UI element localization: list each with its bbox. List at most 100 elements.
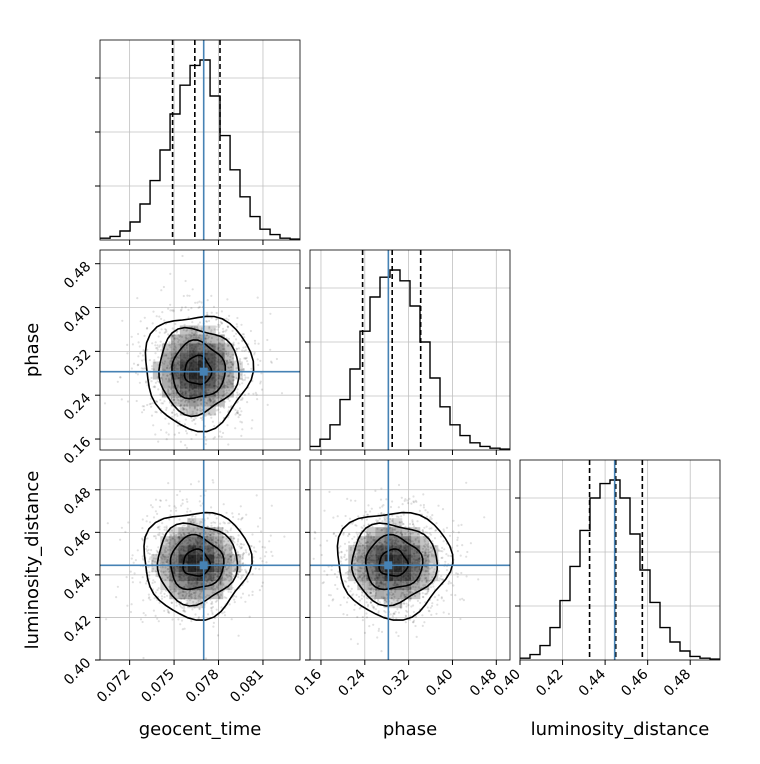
density-cell: [197, 397, 207, 407]
density-cell: [411, 536, 421, 546]
sample-point: [180, 504, 183, 507]
sample-point: [367, 587, 370, 590]
sample-point: [406, 589, 409, 593]
sample-point: [421, 529, 424, 532]
sample-point: [148, 403, 151, 406]
sample-point: [441, 556, 444, 559]
density-cell: [197, 334, 207, 344]
sample-point: [239, 358, 242, 361]
density-cell: [429, 572, 439, 582]
sample-point: [165, 574, 168, 577]
sample-point: [330, 568, 333, 572]
sample-point: [143, 316, 146, 319]
sample-point: [171, 537, 174, 540]
sample-point: [152, 557, 155, 560]
sample-point: [398, 521, 401, 524]
sample-point: [129, 610, 133, 614]
sample-point: [339, 560, 342, 563]
sample-point: [234, 427, 237, 430]
sample-point: [219, 582, 222, 585]
sample-point: [355, 552, 358, 555]
sample-point: [251, 533, 254, 536]
sample-point: [151, 581, 154, 585]
sample-point: [320, 553, 323, 557]
x-tick-label: 0.40: [423, 666, 456, 699]
sample-point: [250, 545, 253, 548]
sample-point: [431, 582, 434, 585]
sample-point: [209, 533, 212, 537]
sample-point: [447, 582, 450, 585]
sample-point: [358, 556, 361, 559]
sample-point: [218, 559, 221, 563]
sample-point: [424, 559, 427, 562]
sample-point: [216, 531, 220, 534]
sample-point: [168, 575, 171, 578]
sample-point: [429, 606, 432, 609]
sample-point: [358, 549, 361, 553]
sample-point: [514, 538, 516, 540]
sample-point: [244, 346, 247, 349]
sample-point: [216, 386, 219, 389]
sample-point: [219, 579, 222, 583]
sample-point: [196, 408, 199, 411]
sample-point: [214, 547, 217, 551]
sample-point: [212, 625, 215, 628]
sample-point: [334, 534, 337, 538]
sample-point: [410, 605, 413, 608]
contour-level: [144, 315, 255, 433]
sample-point: [178, 537, 181, 540]
sample-point: [247, 376, 250, 379]
sample-point: [185, 446, 188, 449]
sample-point: [192, 400, 195, 403]
sample-point: [177, 395, 180, 398]
sample-point: [152, 385, 155, 389]
sample-point: [388, 517, 392, 521]
sample-point: [188, 341, 192, 344]
sample-point: [326, 539, 329, 542]
sample-point: [439, 535, 443, 538]
sample-point: [189, 520, 192, 523]
sample-point: [406, 581, 409, 584]
sample-point: [156, 380, 159, 383]
sample-point: [190, 593, 193, 596]
sample-point: [217, 545, 220, 548]
sample-point: [329, 594, 332, 597]
sample-point: [354, 572, 357, 575]
sample-point: [205, 601, 208, 604]
sample-point: [131, 576, 134, 580]
sample-point: [429, 586, 433, 589]
density-cell: [160, 536, 170, 546]
sample-point: [170, 388, 173, 391]
sample-point: [410, 502, 413, 505]
sample-point: [216, 385, 219, 388]
sample-point: [428, 610, 431, 613]
density-cell: [411, 527, 421, 537]
sample-point: [242, 552, 245, 555]
sample-point: [391, 500, 394, 503]
sample-point: [167, 538, 170, 541]
sample-point: [261, 581, 264, 584]
sample-point: [172, 348, 175, 351]
sample-point: [421, 592, 424, 595]
sample-point: [196, 408, 199, 412]
sample-point: [200, 402, 203, 405]
density-cell: [169, 563, 179, 573]
sample-point: [241, 557, 244, 560]
sample-point: [157, 440, 160, 443]
density-cell: [402, 554, 412, 564]
sample-point: [159, 393, 162, 396]
sample-point: [173, 338, 176, 341]
sample-point: [358, 595, 361, 598]
sample-point: [432, 555, 436, 558]
sample-point: [336, 515, 339, 518]
sample-point: [153, 560, 157, 563]
sample-point: [148, 571, 151, 574]
sample-point: [141, 359, 144, 362]
sample-point: [155, 315, 158, 318]
sample-point: [129, 570, 132, 573]
sample-point: [175, 553, 178, 556]
sample-point: [169, 509, 172, 512]
sample-point: [217, 383, 220, 386]
sample-point: [184, 306, 187, 309]
sample-point: [214, 540, 217, 544]
